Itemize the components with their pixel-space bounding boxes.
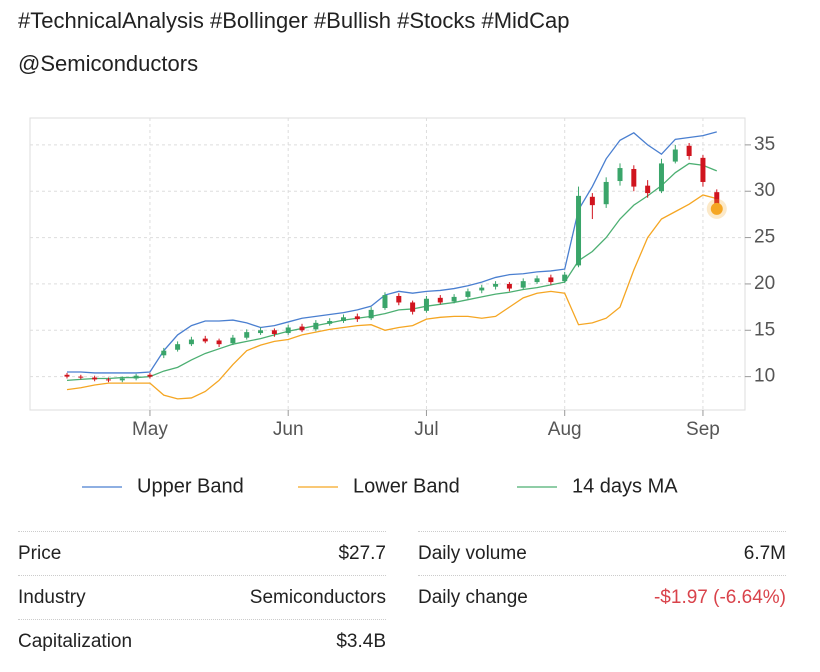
stat-label: Industry (18, 587, 86, 608)
candle-body (714, 192, 720, 209)
candle-body (631, 168, 637, 187)
x-tick-label: Jul (414, 419, 438, 440)
x-tick-label: May (132, 419, 168, 440)
stat-row: Industry Semiconductors (18, 575, 386, 620)
y-tick-label: 30 (754, 180, 775, 201)
candle-body (78, 376, 84, 378)
candle-body (271, 330, 277, 334)
candle-body (437, 297, 443, 303)
candle-body (188, 339, 194, 345)
candle-body (119, 378, 125, 381)
candle-body (423, 298, 429, 311)
stat-value: Semiconductors (249, 587, 386, 608)
candle-body (285, 327, 291, 334)
stat-row: Daily change -$1.97 (-6.64%) (418, 575, 786, 620)
candle-body (548, 277, 554, 283)
last-price-dot (710, 202, 723, 215)
candle-body (327, 321, 333, 324)
y-tick-label: 15 (754, 319, 775, 340)
legend-label: 14 days MA (572, 475, 678, 497)
stat-label: Capitalization (18, 631, 133, 652)
stat-label: Daily change (418, 587, 528, 608)
plot-frame (29, 117, 746, 411)
candle-body (175, 344, 181, 350)
legend-label: Upper Band (137, 475, 244, 497)
candle-body (617, 168, 623, 182)
candle-body (396, 295, 402, 303)
candle-body (244, 332, 250, 338)
candle-body (230, 337, 236, 344)
candle-body (520, 281, 526, 288)
candle-body (258, 330, 264, 334)
candle-body (147, 374, 153, 377)
tags: #TechnicalAnalysis #Bollinger #Bullish #… (18, 8, 570, 33)
x-tick-label: Jun (273, 419, 304, 440)
stat-row: Price $27.7 (18, 531, 386, 576)
mention: @Semiconductors (18, 51, 199, 76)
stat-value: $27.7 (338, 543, 386, 564)
candle-body (313, 322, 319, 330)
candle-body (562, 274, 568, 282)
candle-body (686, 145, 692, 157)
candle-body (299, 326, 305, 331)
chart: 10 15 20 25 30 35 May Jun Jul Aug Sep Upper Band Low… (29, 117, 775, 497)
candle-body (410, 302, 416, 312)
y-tick-label: 10 (754, 366, 775, 387)
y-tick-label: 25 (754, 227, 775, 248)
band-line (66, 194, 717, 400)
candle-body (368, 309, 374, 319)
candle-body (216, 340, 222, 345)
candle-body (382, 295, 388, 309)
candle-body (354, 316, 360, 320)
candle-body (133, 375, 139, 379)
legend-label: Lower Band (353, 475, 460, 497)
stat-value: -$1.97 (-6.64%) (653, 587, 786, 608)
candle-body (451, 296, 457, 302)
candle-body (493, 283, 499, 287)
stat-label: Price (18, 543, 62, 564)
stat-value: 6.7M (743, 543, 786, 564)
candle-body (64, 374, 70, 377)
band-line (66, 162, 718, 381)
candle-body (700, 157, 706, 182)
candle-body (341, 317, 346, 322)
candle-body (672, 149, 678, 162)
y-tick-label: 20 (754, 273, 775, 294)
candle-body (105, 379, 111, 381)
candle-body (202, 338, 208, 342)
candle-body (576, 195, 582, 266)
candle-body (479, 287, 485, 291)
stat-value: $3.4B (336, 631, 386, 652)
candle-body (506, 283, 512, 289)
candle-body (603, 181, 609, 205)
y-tick-label: 35 (754, 134, 775, 155)
candle-body (658, 163, 664, 192)
candle-body (645, 185, 651, 194)
x-tick-label: Aug (548, 419, 582, 440)
stat-label: Daily volume (418, 543, 527, 564)
x-tick-label: Sep (686, 419, 720, 440)
candle-body (465, 291, 471, 297)
candle-body (92, 377, 98, 380)
stat-row: Daily volume 6.7M (418, 531, 786, 576)
stat-row: Capitalization $3.4B (18, 619, 386, 664)
band-line (67, 131, 717, 374)
candle-body (161, 350, 167, 356)
candle-body (589, 196, 595, 206)
candle-body (534, 278, 540, 283)
